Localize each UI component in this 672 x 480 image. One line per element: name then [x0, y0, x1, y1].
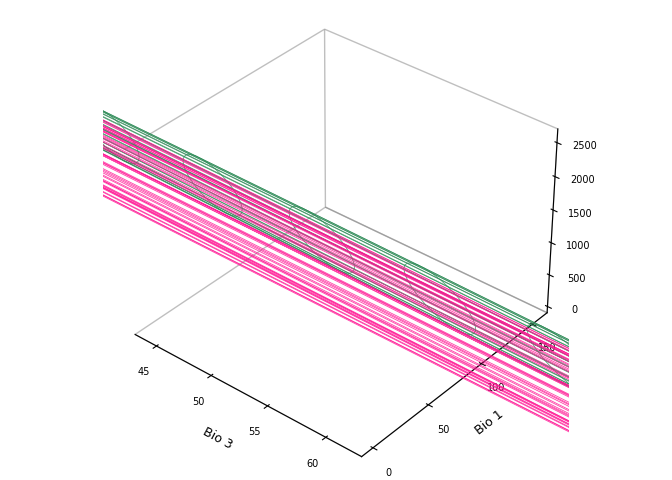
X-axis label: Bio 3: Bio 3 [200, 425, 235, 451]
Y-axis label: Bio 1: Bio 1 [473, 408, 506, 438]
